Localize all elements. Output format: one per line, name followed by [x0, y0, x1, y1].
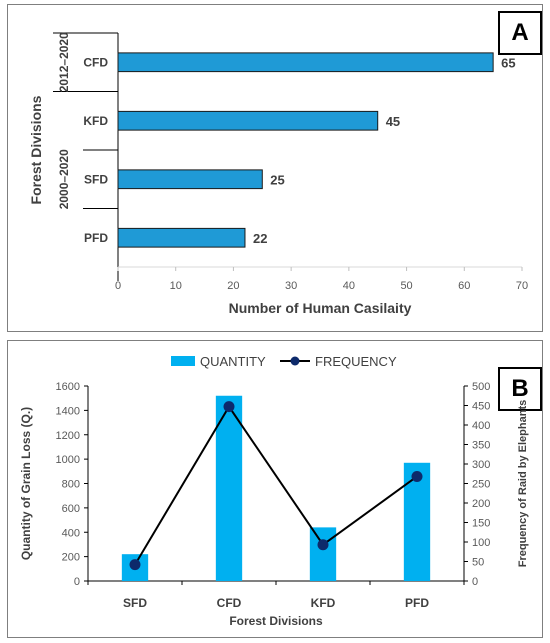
data-label: 25 [270, 172, 284, 187]
y-tick-label: 1000 [56, 454, 80, 466]
category-label: KFD [311, 596, 336, 610]
y-tick-label: 0 [74, 576, 80, 588]
category-label: PFD [405, 596, 429, 610]
bar-cfd [215, 395, 243, 581]
data-label: 45 [386, 114, 400, 129]
category-label: PFD [84, 231, 108, 245]
legend-marker-frequency [290, 356, 300, 366]
y2-tick-label: 250 [472, 479, 490, 491]
x-tick-label: 30 [285, 280, 297, 292]
y-tick-label: 400 [62, 527, 80, 539]
y2-tick-label: 0 [472, 576, 478, 588]
y-tick-label: 1200 [56, 430, 80, 442]
group-label: 2000–2020 [57, 149, 71, 209]
category-label: SFD [123, 596, 147, 610]
x-axis-title: Number of Human Casilaity [229, 300, 412, 316]
category-label: KFD [83, 114, 108, 128]
x-tick-label: 70 [516, 280, 528, 292]
y-tick-label: 200 [62, 552, 80, 564]
y2-tick-label: 350 [472, 440, 490, 452]
y2-tick-label: 500 [472, 381, 490, 393]
bar-sfd [117, 169, 263, 190]
category-label: CFD [83, 55, 108, 69]
y2-tick-label: 400 [472, 420, 490, 432]
x-tick-label: 10 [170, 280, 182, 292]
y-tick-label: 800 [62, 479, 80, 491]
x-tick-label: 20 [227, 280, 239, 292]
y-axis-title: Quantity of Grain Loss (Q.) [19, 407, 33, 560]
frequency-point-sfd [129, 559, 141, 571]
bar-cfd [117, 52, 494, 73]
y2-tick-label: 150 [472, 518, 490, 530]
chart-panel-b: B QUANTITY FREQUENCY 0 200 400 600 800 1000 1200… [7, 340, 543, 638]
category-label: SFD [84, 172, 108, 186]
frequency-point-pfd [411, 470, 423, 482]
bar-kfd [309, 527, 337, 581]
panel-label-a: A [498, 11, 542, 55]
bar-chart-a: 0 10 20 30 40 50 60 70 CFD 65 KFD 45 SFD 25 PFD 22 2012–… [28, 32, 528, 316]
legend-label: QUANTITY [200, 354, 266, 369]
y2-tick-label: 100 [472, 537, 490, 549]
frequency-line [134, 404, 418, 566]
y-tick-label: 1600 [56, 381, 80, 393]
data-label: 65 [501, 55, 515, 70]
bar-kfd [117, 110, 379, 131]
data-label: 22 [253, 231, 267, 246]
x-tick-label: 40 [343, 280, 355, 292]
bar-pfd [117, 227, 246, 248]
legend-swatch-quantity [171, 356, 195, 366]
panel-label-b: B [498, 367, 542, 411]
y2-tick-label: 50 [472, 557, 484, 569]
y-axis-title: Forest Divisions [28, 95, 44, 204]
y2-tick-label: 300 [472, 459, 490, 471]
y-tick-label: 600 [62, 503, 80, 515]
frequency-point-cfd [223, 401, 235, 413]
y2-tick-label: 450 [472, 401, 490, 413]
x-tick-label: 0 [115, 280, 121, 292]
y2-axis-title: Frequency of Raid by Elephants [517, 400, 529, 567]
y2-tick-label: 200 [472, 498, 490, 510]
legend-label: FREQUENCY [315, 354, 397, 369]
chart-panel-a: A 0 10 20 30 40 50 60 70 CFD 65 KFD 45 SFD 25 PFD 22 201… [7, 4, 543, 332]
x-axis-title: Forest Divisions [229, 614, 323, 628]
y-tick-label: 1400 [56, 405, 80, 417]
group-label: 2012–2020 [57, 32, 71, 92]
x-tick-label: 60 [458, 280, 470, 292]
combo-chart-b: QUANTITY FREQUENCY02004006008001000120014… [19, 354, 529, 628]
frequency-point-kfd [317, 539, 329, 551]
x-tick-label: 50 [400, 280, 412, 292]
category-label: CFD [217, 596, 242, 610]
